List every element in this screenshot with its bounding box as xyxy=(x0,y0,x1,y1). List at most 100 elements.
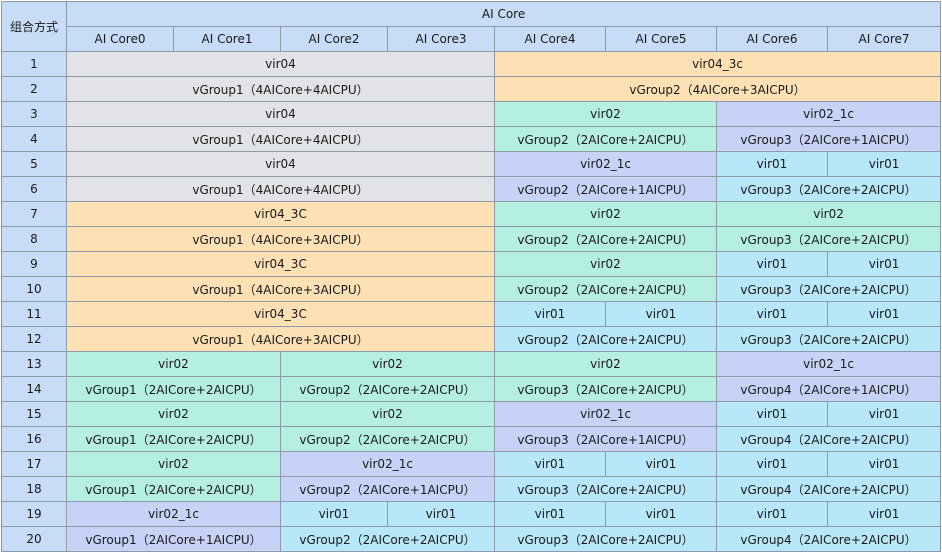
allocation-cell: vir02_1c xyxy=(715,101,942,127)
allocation-cell: vir01 xyxy=(494,501,606,527)
allocation-cell: vGroup2（2AICore+2AICPU） xyxy=(280,426,495,452)
allocation-cell: vir02 xyxy=(280,401,495,427)
table-row: 15 vir02 vir02 vir02_1c vir01 vir01 xyxy=(1,401,942,427)
allocation-cell: vGroup3（2AICore+2AICPU） xyxy=(715,176,942,202)
row-number-cell: 13 xyxy=(1,351,67,377)
table-row: 19 vir02_1c vir01 vir01 vir01 vir01 vir01 vir01 xyxy=(1,501,942,527)
allocation-cell: vGroup3（2AICore+2AICPU） xyxy=(494,376,717,402)
allocation-cell: vGroup2（2AICore+2AICPU） xyxy=(494,126,717,152)
allocation-cell: vGroup2（2AICore+2AICPU） xyxy=(494,326,717,352)
allocation-cell: vGroup2（2AICore+2AICPU） xyxy=(280,376,495,402)
allocation-cell: vir02 xyxy=(494,201,717,227)
allocation-cell: vGroup2（4AICore+3AICPU） xyxy=(493,76,942,102)
allocation-cell: vir01 xyxy=(605,301,717,327)
table-row: 16 vGroup1（2AICore+2AICPU） vGroup2（2AICore… xyxy=(1,426,942,452)
row-number-cell: 10 xyxy=(1,276,67,302)
allocation-cell: vGroup2（2AICore+2AICPU） xyxy=(494,226,717,252)
row-number-cell: 9 xyxy=(1,251,67,277)
row-number-cell: 1 xyxy=(1,51,67,77)
allocation-cell: vGroup1（4AICore+4AICPU） xyxy=(66,76,495,102)
allocation-cell: vGroup1（4AICore+3AICPU） xyxy=(66,226,495,252)
table-row: 9 vir04_3C vir02 vir01 vir01 xyxy=(1,251,942,277)
allocation-cell: vir01 xyxy=(826,451,942,477)
table-row: 1 vir04 vir04_3c xyxy=(1,51,942,77)
allocation-cell: vGroup1（4AICore+3AICPU） xyxy=(66,326,495,352)
table-row: 8 vGroup1（4AICore+3AICPU） vGroup2（2AICore+… xyxy=(1,226,942,252)
allocation-cell: vGroup3（2AICore+1AICPU） xyxy=(715,126,942,152)
row-number-cell: 18 xyxy=(1,476,67,502)
table-row: 17 vir02 vir02_1c vir01 vir01 vir01 vir01 xyxy=(1,451,942,477)
table-row: 12 vGroup1（4AICore+3AICPU） vGroup2（2AICore… xyxy=(1,326,942,352)
allocation-cell: vir01 xyxy=(826,301,942,327)
allocation-cell: vir02_1c xyxy=(494,151,717,177)
table-row: 10 vGroup1（4AICore+3AICPU） vGroup2（2AICore… xyxy=(1,276,942,302)
allocation-cell: vir01 xyxy=(826,251,942,277)
row-number-cell: 3 xyxy=(1,101,67,127)
allocation-cell: vir01 xyxy=(605,501,717,527)
combo-header-cell: 组合方式 xyxy=(1,1,67,52)
row-number-cell: 20 xyxy=(1,526,67,552)
core-header-cell: AI Core0 xyxy=(66,26,174,52)
allocation-cell: vir01 xyxy=(280,501,388,527)
allocation-cell: vir01 xyxy=(605,451,717,477)
allocation-cell: vGroup3（2AICore+2AICPU） xyxy=(715,276,942,302)
allocation-cell: vir04_3C xyxy=(66,301,495,327)
allocation-cell: vGroup3（2AICore+1AICPU） xyxy=(494,426,717,452)
allocation-cell: vGroup2（2AICore+1AICPU） xyxy=(280,476,495,502)
allocation-cell: vGroup4（2AICore+2AICPU） xyxy=(715,426,942,452)
allocation-cell: vir02_1c xyxy=(66,501,281,527)
allocation-cell: vGroup3（2AICore+2AICPU） xyxy=(715,326,942,352)
allocation-cell: vir01 xyxy=(826,151,942,177)
row-number-cell: 17 xyxy=(1,451,67,477)
allocation-cell: vGroup3（2AICore+2AICPU） xyxy=(494,526,717,552)
allocation-cell: vGroup1（4AICore+4AICPU） xyxy=(66,126,495,152)
allocation-cell: vGroup1（4AICore+4AICPU） xyxy=(66,176,495,202)
row-number-cell: 5 xyxy=(1,151,67,177)
allocation-cell: vir02 xyxy=(66,351,281,377)
core-header-cell: AI Core5 xyxy=(605,26,717,52)
allocation-cell: vGroup2（2AICore+1AICPU） xyxy=(494,176,717,202)
allocation-cell: vir02 xyxy=(66,451,281,477)
allocation-cell: vir02_1c xyxy=(280,451,495,477)
table-row: 20 vGroup1（2AICore+1AICPU） vGroup2（2AICore… xyxy=(1,526,942,552)
allocation-cell: vGroup1（2AICore+1AICPU） xyxy=(66,526,281,552)
allocation-cell: vir02 xyxy=(494,351,717,377)
allocation-cell: vir01 xyxy=(826,401,942,427)
allocation-cell: vir01 xyxy=(387,501,495,527)
allocation-cell: vGroup2（2AICore+2AICPU） xyxy=(494,276,717,302)
allocation-cell: vGroup1（4AICore+3AICPU） xyxy=(66,276,495,302)
row-number-cell: 19 xyxy=(1,501,67,527)
allocation-cell: vGroup3（2AICore+2AICPU） xyxy=(494,476,717,502)
table-row: 4 vGroup1（4AICore+4AICPU） vGroup2（2AICore+… xyxy=(1,126,942,152)
allocation-cell: vGroup4（2AICore+2AICPU） xyxy=(715,526,942,552)
allocation-cell: vir02 xyxy=(494,101,717,127)
allocation-cell: vGroup4（2AICore+2AICPU） xyxy=(715,476,942,502)
allocation-cell: vir02_1c xyxy=(715,351,942,377)
table-body: 1 vir04 vir04_3c 2 vGroup1（4AICore+4AICPU） vG… xyxy=(1,51,942,552)
row-number-cell: 16 xyxy=(1,426,67,452)
allocation-cell: vGroup2（2AICore+2AICPU） xyxy=(280,526,495,552)
allocation-cell: vir01 xyxy=(716,251,828,277)
row-number-cell: 8 xyxy=(1,226,67,252)
allocation-cell: vir02 xyxy=(715,201,942,227)
row-number-cell: 4 xyxy=(1,126,67,152)
row-number-cell: 7 xyxy=(1,201,67,227)
row-number-cell: 11 xyxy=(1,301,67,327)
allocation-cell: vir02 xyxy=(494,251,717,277)
allocation-cell: vir02 xyxy=(280,351,495,377)
allocation-cell: vGroup4（2AICore+1AICPU） xyxy=(715,376,942,402)
core-header-cell: AI Core3 xyxy=(387,26,495,52)
allocation-cell: vir01 xyxy=(494,301,606,327)
allocation-cell: vir01 xyxy=(494,451,606,477)
allocation-cell: vir04 xyxy=(66,101,495,127)
allocation-cell: vGroup3（2AICore+2AICPU） xyxy=(715,226,942,252)
core-header-cell: AI Core6 xyxy=(716,26,828,52)
table-row: 2 vGroup1（4AICore+4AICPU） vGroup2（4AICore+… xyxy=(1,76,942,102)
allocation-cell: vGroup1（2AICore+2AICPU） xyxy=(66,476,281,502)
allocation-cell: vir01 xyxy=(716,151,828,177)
table-row: 18 vGroup1（2AICore+2AICPU） vGroup2（2AICore… xyxy=(1,476,942,502)
header-row-cores: AI Core0 AI Core1 AI Core2 AI Core3 AI C… xyxy=(2,26,942,52)
table-row: 5 vir04 vir02_1c vir01 vir01 xyxy=(1,151,942,177)
table-row: 14 vGroup1（2AICore+2AICPU） vGroup2（2AICore… xyxy=(1,376,942,402)
allocation-cell: vir04 xyxy=(66,51,495,77)
